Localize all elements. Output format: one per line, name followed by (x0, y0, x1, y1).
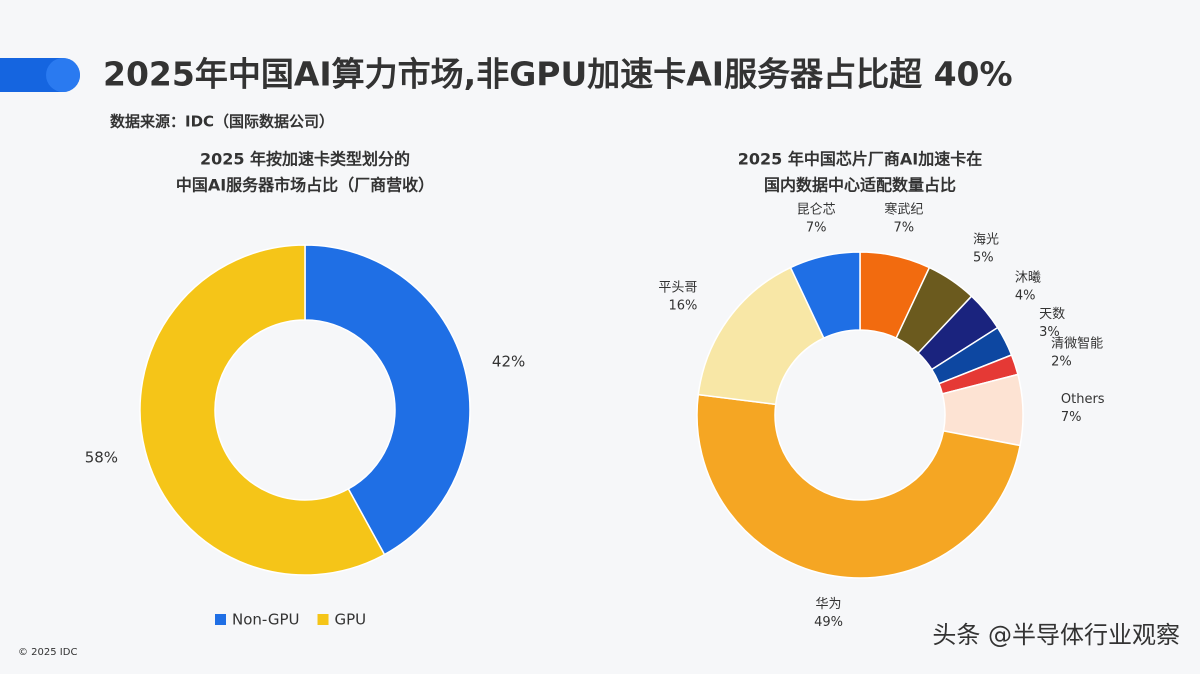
value-label: 4% (1015, 288, 1036, 303)
watermark: 头条 @半导体行业观察 (932, 621, 1180, 649)
donut-slice (696, 393, 1021, 579)
slide-title: 2025年中国AI算力市场,非GPU加速卡AI服务器占比超 40% (103, 55, 1013, 94)
value-label: 7% (894, 220, 915, 235)
title-dot (46, 58, 80, 92)
value-label: 7% (806, 220, 827, 235)
category-label: 沐曦 (1015, 269, 1041, 285)
chart-title: 国内数据中心适配数量占比 (764, 176, 956, 195)
legend-label: GPU (335, 611, 367, 629)
category-label: 平头哥 (658, 280, 697, 295)
value-label: 3% (1039, 325, 1060, 340)
value-label: 58% (85, 448, 118, 466)
value-label: 2% (1051, 354, 1072, 369)
category-label: 昆仑芯 (797, 202, 836, 217)
category-label: 天数 (1039, 307, 1065, 322)
source: 数据来源：IDC（国际数据公司） (110, 113, 334, 131)
value-label: 5% (973, 250, 994, 265)
category-label: 华为 (816, 597, 842, 612)
copyright: © 2025 IDC (18, 647, 77, 658)
chart-title: 2025 年按加速卡类型划分的 (200, 150, 410, 169)
chart-title: 中国AI服务器市场占比（厂商营收） (176, 176, 434, 195)
value-label: 49% (814, 615, 843, 630)
value-label: 42% (492, 353, 525, 371)
category-label: 清微智能 (1051, 336, 1103, 351)
chart-title: 2025 年中国芯片厂商AI加速卡在 (738, 150, 982, 169)
value-label: 16% (668, 298, 697, 313)
donut-slice (789, 251, 861, 340)
category-label: 寒武纪 (884, 201, 923, 217)
legend-label: Non-GPU (232, 611, 300, 629)
legend-swatch (215, 614, 226, 625)
value-label: 7% (1061, 410, 1082, 425)
category-label: 海光 (973, 232, 999, 247)
donut-slice (304, 244, 471, 556)
legend-swatch (317, 614, 329, 625)
category-label: Others (1061, 392, 1105, 407)
donut-slice (139, 244, 386, 576)
